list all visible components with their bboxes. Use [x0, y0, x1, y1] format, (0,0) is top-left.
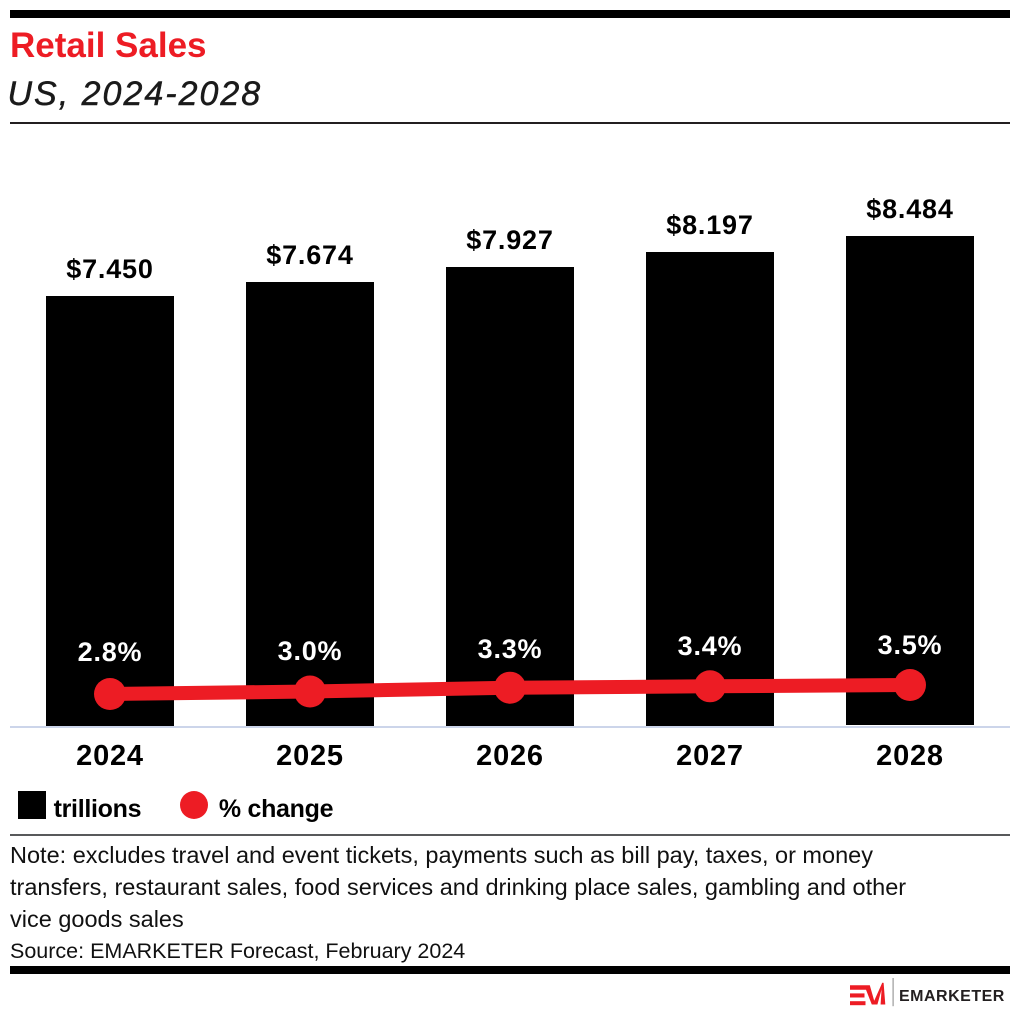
- svg-text:EMARKETER: EMARKETER: [899, 988, 1005, 1005]
